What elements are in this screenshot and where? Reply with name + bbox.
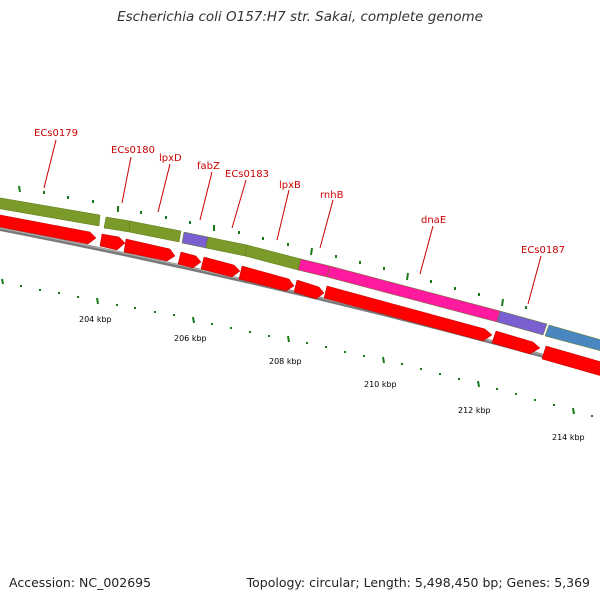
cds-arrow [0,214,97,245]
gene-label-lpxb: lpxB [279,180,301,191]
cds-arrow [541,345,600,376]
scale-label-208: 208 kbp [269,357,302,366]
gene-label-fabz: fabZ [197,161,220,172]
cds-arrow [238,265,295,292]
cds-arrow [323,285,493,342]
gene-label-rnhb: rnhB [320,190,344,201]
cds-arrow [99,233,126,251]
cds-arrow [177,251,202,269]
gene-leader-lines [43,139,542,305]
gene-label-dnae: dnaE [421,215,446,226]
gene-labels: ECs0179 ECs0180 lpxD fabZ ECs0183 lpxB r… [34,128,565,256]
feature-ecs0183 [205,236,248,257]
cds-arrow [491,330,541,355]
scale-label-212: 212 kbp [458,406,491,415]
gene-label-ecs0183: ECs0183 [225,169,269,180]
scale-labels: 204 kbp 206 kbp 208 kbp 210 kbp 212 kbp … [79,315,585,442]
cds-arrows [0,214,600,376]
genome-backbone [0,226,600,374]
feature-ecs0180 [103,216,131,233]
feature-fabz [181,231,209,249]
scale-label-206: 206 kbp [174,334,207,343]
feature-ecs0187 [496,310,548,336]
feature-rnhb [297,258,331,278]
cds-arrow [293,279,325,300]
feature-lpxb [244,244,302,271]
gene-label-ecs0187: ECs0187 [521,245,565,256]
outer-tick-marks [18,185,527,309]
feature-ecs0179 [0,197,101,227]
feature-lpxd [128,220,182,243]
cds-arrow [200,256,241,278]
cds-arrow [123,238,176,262]
gene-label-ecs0179: ECs0179 [34,128,78,139]
genome-summary-text: Topology: circular; Length: 5,498,450 bp… [246,575,590,590]
scale-label-210: 210 kbp [364,380,397,389]
accession-text: Accession: NC_002695 [9,575,152,590]
map-title: Escherichia coli O157:H7 str. Sakai, com… [117,9,483,25]
gene-label-ecs0180: ECs0180 [111,145,155,156]
gene-label-lpxd: lpxD [159,153,182,164]
scale-label-204: 204 kbp [79,315,112,324]
feature-band-top [0,197,600,351]
scale-label-214: 214 kbp [552,433,585,442]
inner-scale-ticks [1,278,593,417]
feature-next [544,324,600,351]
